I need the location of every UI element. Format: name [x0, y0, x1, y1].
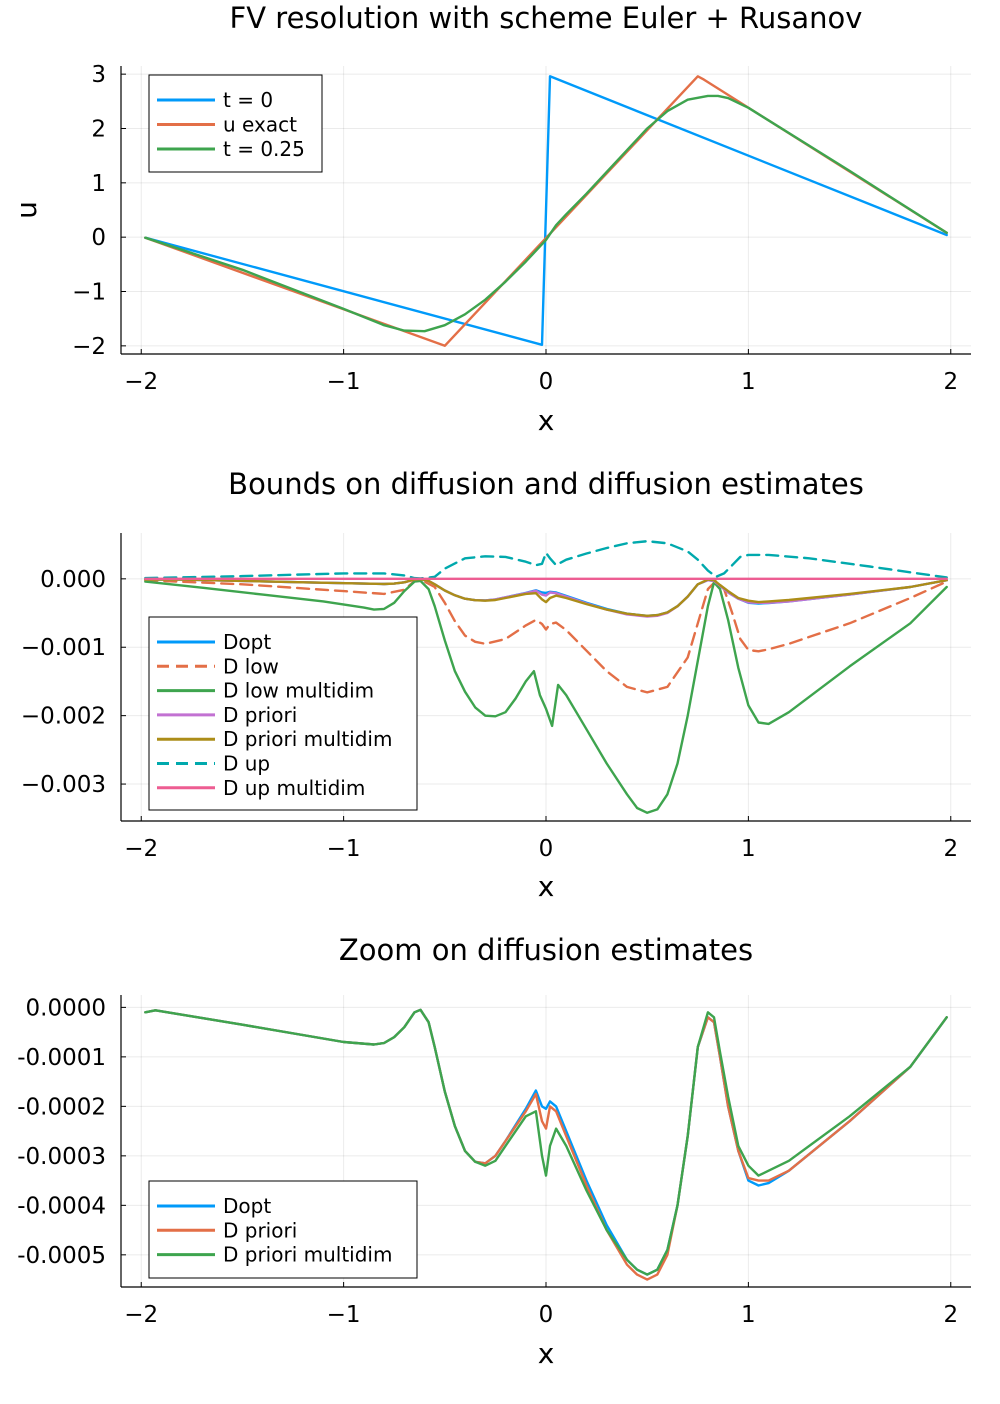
x-tick-label: −1 — [327, 836, 361, 862]
legend-label: Dopt — [223, 630, 271, 654]
y-tick-label: -0.0002 — [17, 1094, 106, 1120]
y-tick-label: 3 — [91, 62, 106, 88]
legend-label: t = 0.25 — [223, 137, 305, 161]
x-tick-label: 0 — [539, 1302, 554, 1328]
y-tick-label: −0.001 — [21, 635, 106, 661]
y-tick-label: −1 — [72, 280, 106, 306]
y-tick-label: −0.002 — [21, 704, 106, 730]
y-axis-label: u — [10, 201, 43, 219]
x-axis-label: x — [538, 404, 555, 437]
x-tick-label: 0 — [539, 369, 554, 395]
y-tick-label: -0.0003 — [17, 1144, 106, 1170]
series-line-3 — [144, 94, 948, 333]
chart-title: FV resolution with scheme Euler + Rusano… — [230, 1, 863, 35]
x-tick-label: 0 — [539, 836, 554, 862]
series-line-3 — [144, 1008, 948, 1276]
series-line-5 — [144, 578, 948, 617]
chart-title: Bounds on diffusion and diffusion estima… — [228, 467, 864, 501]
y-tick-label: -0.0004 — [17, 1193, 106, 1219]
x-axis-label: x — [538, 1337, 555, 1370]
legend-label: Dopt — [223, 1194, 271, 1218]
y-tick-label: -0.0005 — [17, 1243, 106, 1269]
legend-label: D up multidim — [223, 776, 365, 800]
x-tick-label: −2 — [124, 836, 158, 862]
y-tick-label: 0.0000 — [26, 995, 106, 1021]
legend-label: D up — [223, 752, 270, 776]
legend-label: D low multidim — [223, 679, 374, 703]
x-axis-label: x — [538, 870, 555, 903]
legend-label: D priori multidim — [223, 727, 392, 751]
series-line-3 — [144, 579, 948, 814]
series-group — [144, 75, 948, 347]
x-tick-label: 1 — [741, 836, 756, 862]
y-tick-label: 1 — [91, 171, 106, 197]
y-tick-label: 2 — [91, 116, 106, 142]
chart-2: Bounds on diffusion and diffusion estima… — [21, 467, 971, 903]
y-tick-label: 0.000 — [40, 567, 106, 593]
x-tick-label: 2 — [943, 369, 958, 395]
y-tick-label: -0.0001 — [17, 1045, 106, 1071]
chart-1: FV resolution with scheme Euler + Rusano… — [10, 1, 971, 437]
x-tick-label: 2 — [943, 836, 958, 862]
x-tick-label: −1 — [327, 1302, 361, 1328]
x-tick-label: 2 — [943, 1302, 958, 1328]
chart-3: Zoom on diffusion estimates −2 −1 0 1 2 0.0000… — [17, 933, 971, 1370]
legend-label: D priori — [223, 703, 297, 727]
series-group — [144, 540, 948, 814]
y-tick-label: 0 — [91, 225, 106, 251]
y-tick-label: −2 — [72, 334, 106, 360]
x-tick-label: −2 — [124, 1302, 158, 1328]
y-tick-label: −0.003 — [21, 772, 106, 798]
legend-label: D priori multidim — [223, 1243, 392, 1267]
x-tick-label: −2 — [124, 369, 158, 395]
legend-label: D low — [223, 654, 279, 678]
legend-label: u exact — [223, 113, 297, 137]
series-line-1 — [144, 75, 948, 346]
series-group — [144, 1008, 948, 1281]
chart-title: Zoom on diffusion estimates — [339, 933, 753, 967]
series-line-2 — [144, 578, 948, 694]
x-tick-label: −1 — [327, 369, 361, 395]
x-tick-label: 1 — [741, 369, 756, 395]
legend-label: D priori — [223, 1218, 297, 1242]
x-tick-label: 1 — [741, 1302, 756, 1328]
legend-label: t = 0 — [223, 88, 273, 112]
